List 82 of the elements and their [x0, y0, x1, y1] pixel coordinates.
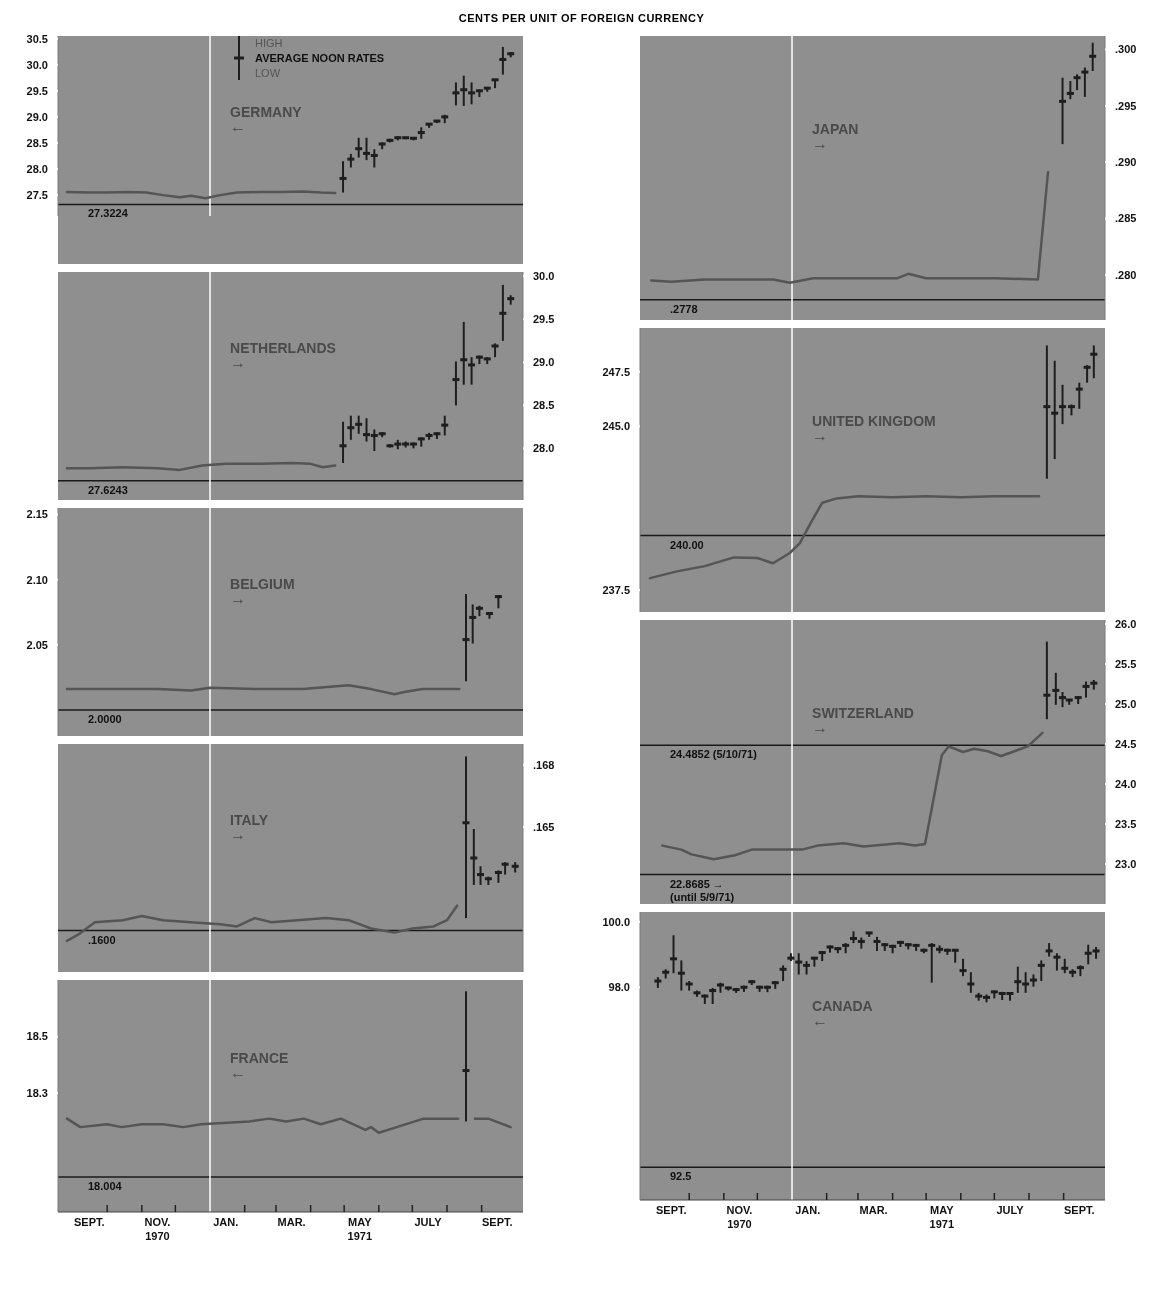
y-tick-label: 28.0: [26, 162, 48, 175]
ref-line-label: 240.00: [670, 538, 704, 551]
x-tick-label: JAN.: [795, 1204, 821, 1216]
x-tick-label: SEPT.: [1064, 1204, 1095, 1216]
text: →: [812, 135, 830, 153]
x-tick-label: NOV. 1970: [726, 1204, 753, 1230]
y-axis-title: CENTS PER UNIT OF FOREIGN CURRENCY: [457, 11, 706, 26]
text: →: [812, 719, 830, 737]
y-tick-label: 28.5: [26, 136, 48, 149]
text: →: [230, 354, 248, 372]
ref-line-label: 27.6243: [88, 483, 128, 496]
text: ←: [230, 1063, 248, 1081]
text: GERMANY: [230, 104, 302, 121]
y-tick-label: 2.10: [26, 573, 48, 586]
text: NETHERLANDS: [230, 340, 336, 357]
ref-line-label: 22.8685 → (until 5/9/71): [670, 877, 735, 903]
y-tick-label: 18.5: [26, 1030, 48, 1043]
y-tick-label: 27.5: [26, 189, 48, 202]
y2-tick-label: .168: [533, 758, 555, 771]
text: BELGIUM: [230, 576, 295, 593]
ref-line-label: 27.3224: [88, 207, 129, 220]
y2-tick-label: 23.0: [1115, 857, 1137, 870]
y2-tick-label: 24.5: [1115, 737, 1137, 750]
x-tick-label: SEPT.: [656, 1204, 687, 1216]
text: →: [230, 590, 248, 608]
y2-tick-label: 30.0: [533, 270, 555, 283]
x-tick-label: NOV. 1970: [144, 1216, 171, 1242]
ref-line-label: 92.5: [670, 1170, 692, 1183]
text: →: [812, 427, 830, 445]
text: ←: [230, 118, 248, 136]
y-tick-label: 237.5: [602, 584, 630, 597]
y2-tick-label: 29.5: [533, 313, 555, 326]
text: SWITZERLAND: [812, 705, 914, 722]
x-tick-label: SEPT.: [482, 1216, 513, 1228]
y2-tick-label: .295: [1115, 99, 1137, 112]
y2-tick-label: .290: [1115, 156, 1137, 169]
x-tick-label: JULY: [996, 1204, 1025, 1216]
text: UNITED KINGDOM: [812, 413, 936, 430]
text: ITALY: [230, 812, 269, 829]
y-tick-label: 30.0: [26, 58, 48, 71]
y-tick-label: 29.5: [26, 84, 48, 97]
annotation: LOW: [255, 67, 282, 79]
y-tick-label: 2.15: [26, 508, 48, 521]
x-tick-label: MAY 1971: [347, 1216, 373, 1242]
y2-tick-label: .300: [1115, 43, 1137, 56]
y-tick-label: 30.5: [26, 32, 48, 45]
ref-line-label: 24.4852 (5/10/71): [670, 748, 758, 761]
ref-line-label: 2.0000: [88, 712, 122, 725]
y2-tick-label: 28.5: [533, 399, 555, 412]
y2-tick-label: 25.5: [1115, 657, 1137, 670]
y-tick-label: 29.0: [26, 110, 48, 123]
text: FRANCE: [230, 1049, 289, 1066]
text: →: [230, 826, 248, 844]
x-tick-label: SEPT.: [74, 1216, 105, 1228]
y-tick-label: 98.0: [608, 981, 630, 994]
annotation: HIGH: [255, 37, 284, 49]
x-tick-label: JULY: [414, 1216, 443, 1228]
y2-tick-label: 26.0: [1115, 617, 1137, 630]
y-tick-label: 247.5: [602, 365, 630, 378]
y2-tick-label: 29.0: [533, 356, 555, 369]
y-tick-label: 100.0: [602, 915, 630, 928]
y2-tick-label: .165: [533, 820, 555, 833]
x-tick-label: MAY 1971: [929, 1204, 955, 1230]
legend-label: AVERAGE NOON RATES: [255, 52, 385, 64]
ref-line-label: .2778: [670, 302, 698, 315]
text: JAPAN: [812, 121, 859, 138]
y2-tick-label: 25.0: [1115, 697, 1137, 710]
y2-tick-label: 23.5: [1115, 817, 1137, 830]
y2-tick-label: .280: [1115, 268, 1137, 281]
text: CANADA: [812, 998, 873, 1015]
y-tick-label: 2.05: [26, 638, 48, 651]
x-tick-label: MAR.: [859, 1204, 888, 1216]
y2-tick-label: 24.0: [1115, 777, 1137, 790]
y-tick-label: 245.0: [602, 420, 630, 433]
x-tick-label: JAN.: [213, 1216, 239, 1228]
ref-line-label: 18.004: [88, 1179, 123, 1192]
y2-tick-label: 28.0: [533, 442, 555, 455]
y-tick-label: 18.3: [26, 1087, 48, 1100]
ref-line-label: .1600: [88, 933, 116, 946]
x-tick-label: MAR.: [277, 1216, 306, 1228]
text: ←: [812, 1012, 830, 1030]
y2-tick-label: .285: [1115, 212, 1137, 225]
